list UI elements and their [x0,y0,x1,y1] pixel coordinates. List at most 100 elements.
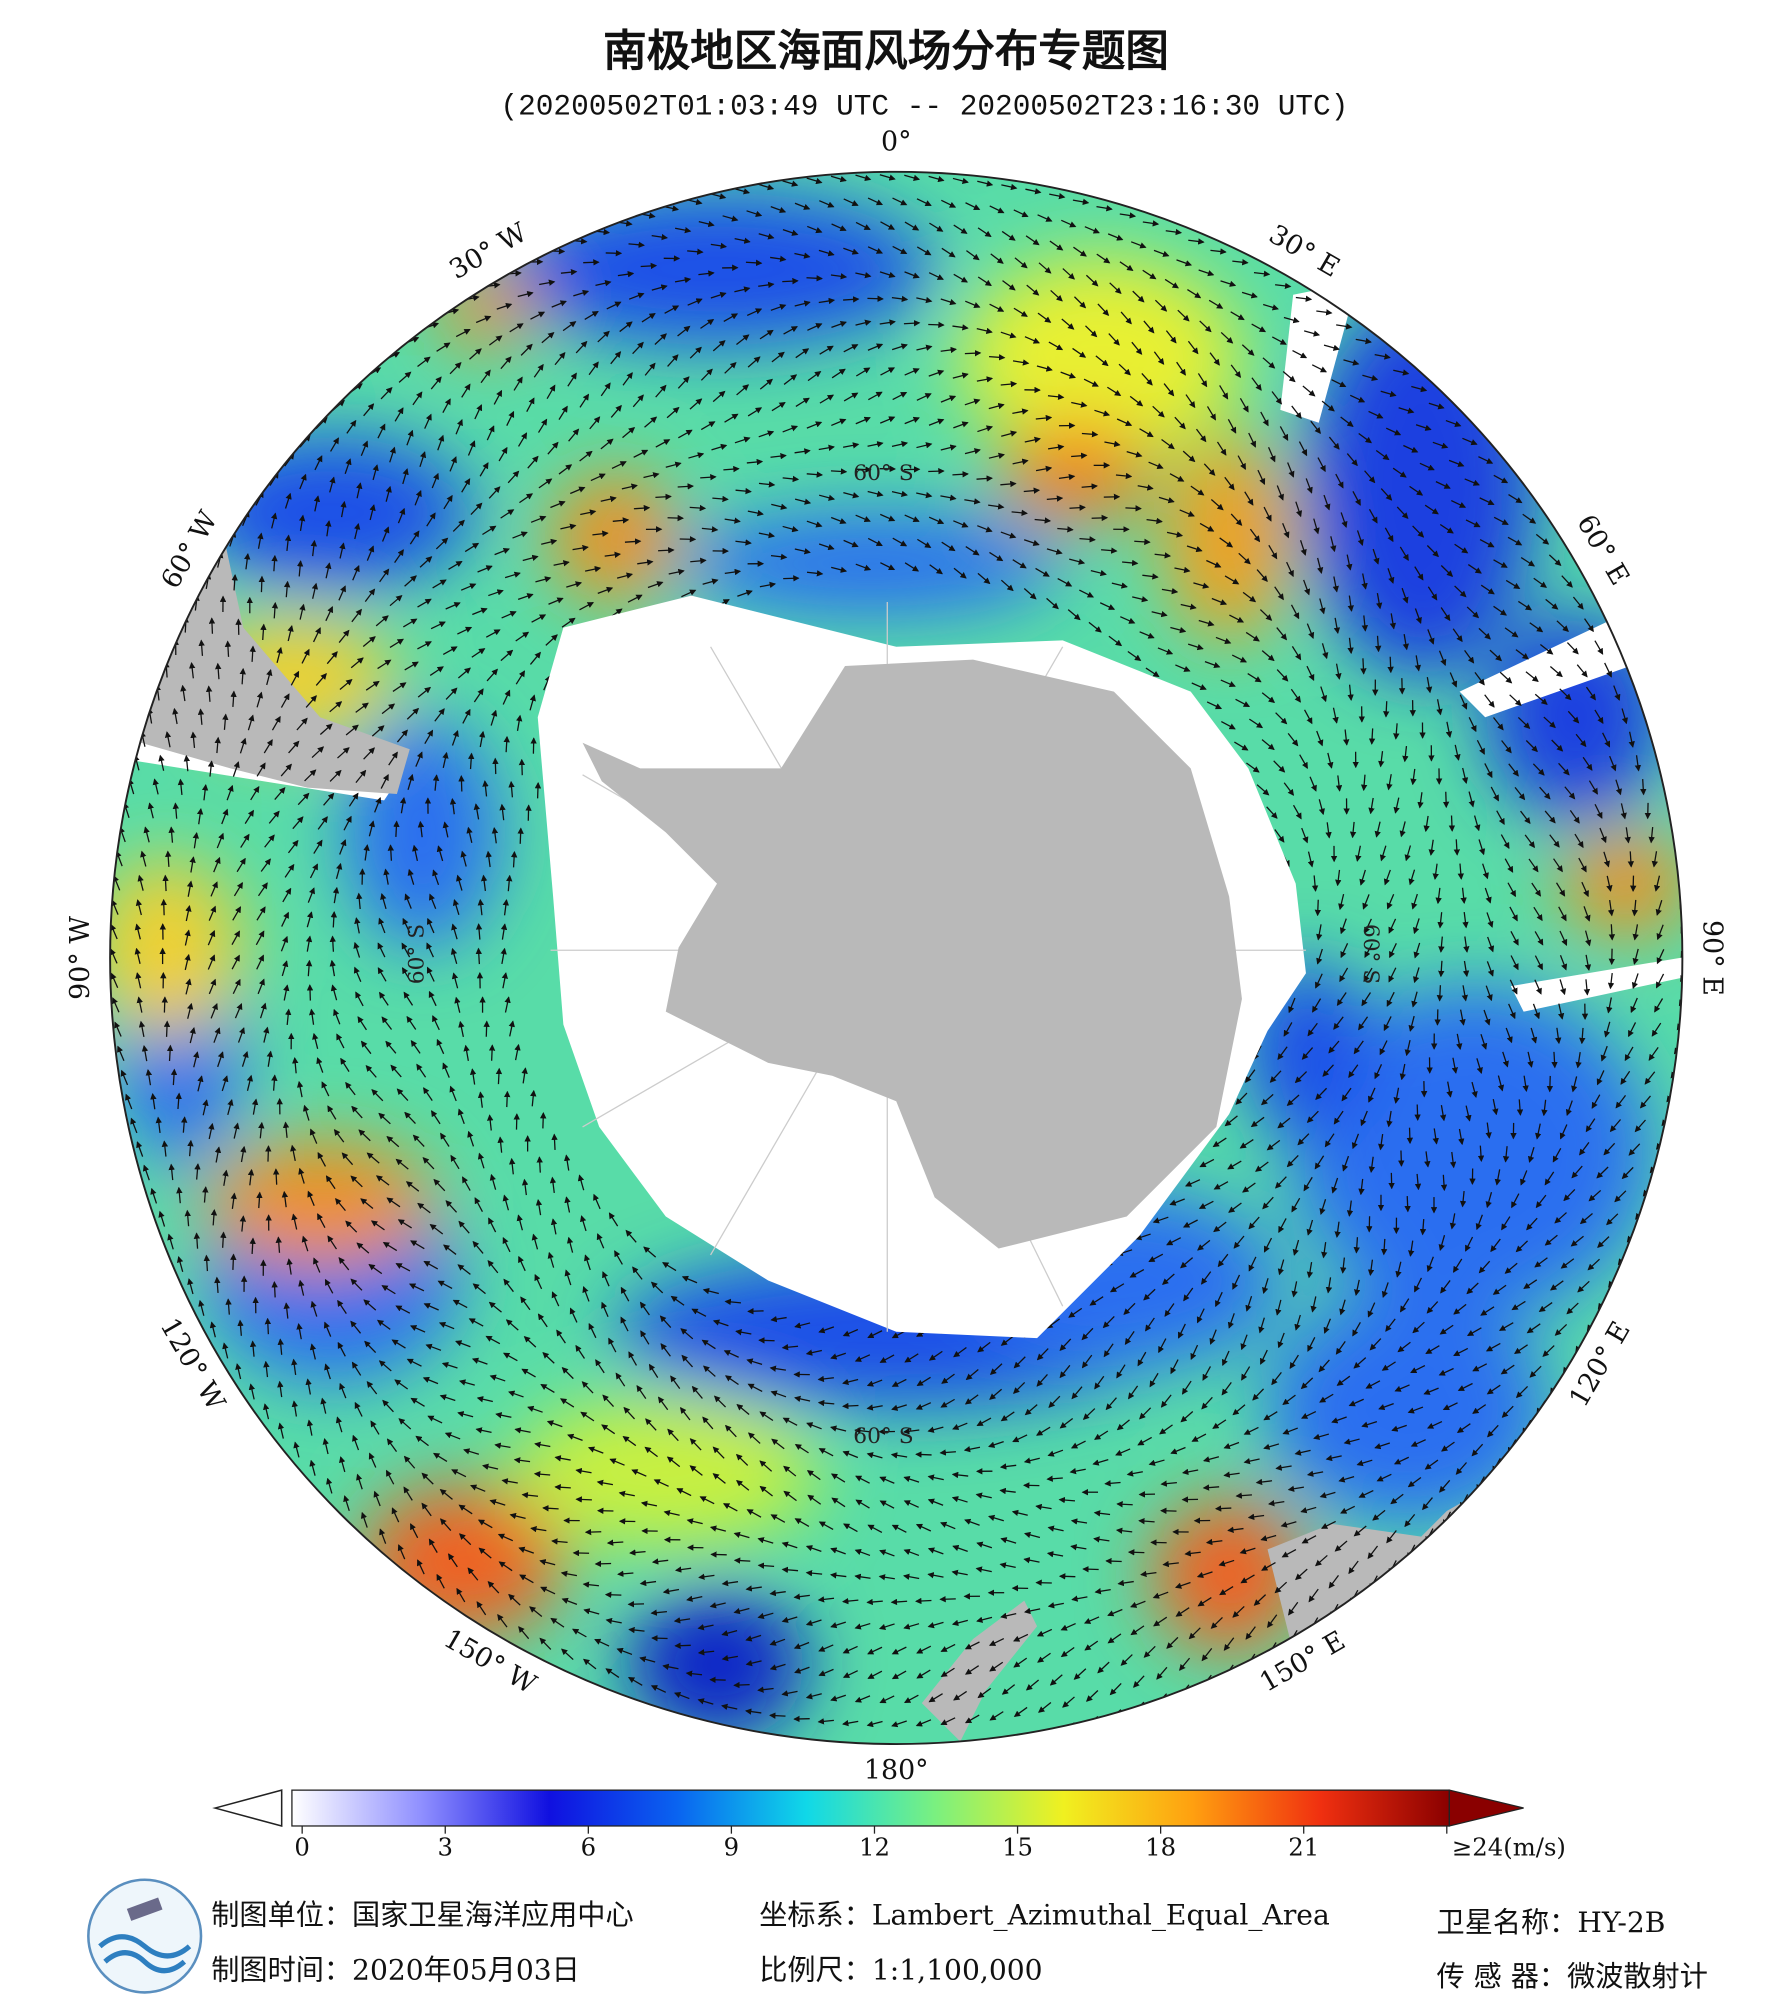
wind-arrow [228,486,239,500]
wind-arrow [1505,449,1520,460]
wind-arrow [758,481,776,488]
wind-arrow [819,494,836,501]
wind-arrow [1333,1016,1344,1030]
wind-arrow [543,675,551,691]
wind-arrow [1286,1155,1299,1168]
wind-arrow [303,394,319,404]
wind-arrow [1453,839,1461,856]
wind-arrow [521,1067,528,1084]
wind-arrow [500,923,508,940]
wind-arrow [733,1557,751,1564]
wind-arrow [1359,869,1366,886]
wind-arrow [843,153,858,154]
wind-arrow [843,539,859,548]
wind-arrow [569,1307,578,1323]
wind-arrow [1059,1364,1071,1379]
wind-arrow [1132,596,1149,603]
wind-arrow [1081,483,1098,490]
wind-arrow [330,911,338,928]
wind-field [89,153,1683,1745]
wind-arrow [1135,1233,1151,1241]
map-title: 南极地区海面风场分布专题图 [603,27,1169,77]
wind-arrow [1079,589,1094,598]
wind-arrow [1355,845,1362,862]
wind-arrow [1562,527,1574,541]
wind-arrow [404,893,412,909]
wind-arrow [747,1383,763,1393]
wind-arrow [1248,1256,1257,1272]
wind-arrow [468,752,475,770]
wind-arrow [713,1395,727,1408]
wind-arrow [843,492,860,499]
wind-arrow [1197,1239,1211,1251]
wind-arrow [659,1315,672,1328]
wind-arrow [489,1173,497,1190]
wind-arrow [855,466,872,473]
wind-arrow [1235,698,1251,708]
wind-arrow [584,1684,597,1697]
wind-arrow [89,1017,97,1030]
wind-arrow [1129,1268,1145,1278]
wind-arrow [1169,1198,1185,1206]
wind-arrow [515,631,530,642]
wind-arrow [1286,1094,1300,1106]
wind-arrow [880,562,896,571]
wind-arrow [1235,1092,1248,1105]
wind-arrow [1671,821,1679,838]
wind-arrow [1261,650,1275,662]
wind-arrow [451,730,459,746]
wind-arrow [1442,791,1450,809]
wind-arrow [509,1157,516,1175]
wind-arrow [1276,627,1288,641]
wind-arrow [534,781,542,799]
wind-arrow [1315,1087,1328,1101]
wind-arrow [1599,590,1607,606]
wind-arrow [436,1603,445,1618]
wind-arrow [1068,1307,1083,1318]
wind-arrow [1000,579,1014,592]
wind-arrow [407,868,415,885]
wind-arrow [93,846,99,860]
latitude-label: 60° S [853,1424,913,1449]
wind-arrow [1301,1047,1314,1060]
wind-arrow [620,1316,629,1332]
wind-arrow [680,1328,694,1340]
wind-arrow [879,1354,895,1363]
wind-arrow [1668,797,1675,814]
wind-arrow [701,526,719,533]
wind-arrow [1489,430,1505,441]
wind-arrow [156,1272,166,1288]
wind-arrow [582,1285,590,1302]
wind-arrow [256,448,270,460]
wind-arrow [602,1271,610,1287]
wind-arrow [442,821,449,838]
wind-arrow [1000,531,1017,539]
wind-arrow [747,1308,764,1315]
wind-arrow [735,487,752,495]
wind-arrow [588,1322,597,1339]
wind-arrow [1148,1253,1164,1263]
wind-arrow [1387,656,1394,674]
wind-arrow [531,614,547,623]
wind-arrow [460,850,467,867]
wind-arrow [1306,665,1315,682]
wind-arrow [842,1402,859,1410]
footer-date: 制图时间：2020年05月03日 [211,1953,580,1986]
wind-arrow [501,972,508,989]
wind-arrow [1046,1318,1060,1329]
wind-arrow [504,996,511,1013]
wind-arrow [1309,776,1317,792]
wind-arrow [1081,1354,1093,1369]
wind-arrow [976,1417,992,1427]
wind-arrow [432,1015,440,1031]
wind-arrow [449,797,457,815]
wind-arrow [1259,609,1273,621]
wind-arrow [1278,1218,1287,1233]
wind-arrow [747,509,764,517]
wind-arrow [1108,635,1123,647]
wind-arrow [482,780,489,797]
wind-arrow [1261,739,1275,751]
wind-arrow [451,972,459,989]
wind-arrow [477,1091,485,1108]
